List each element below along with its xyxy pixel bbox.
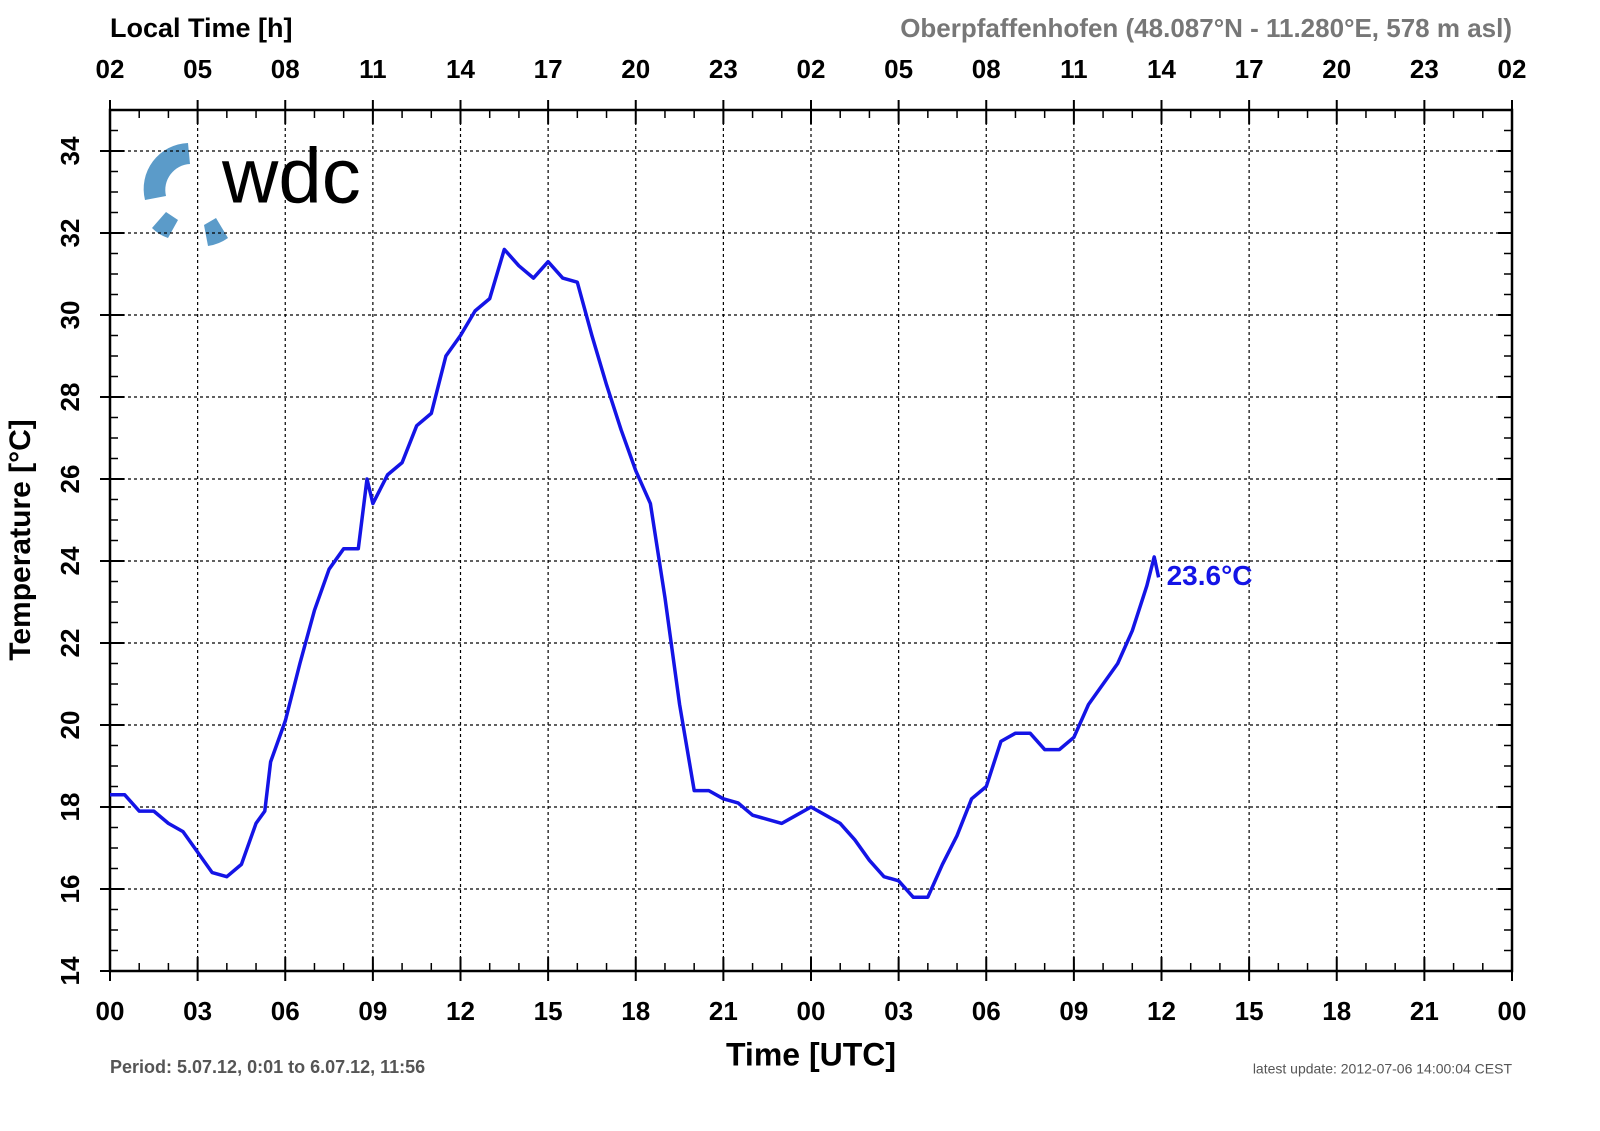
x-tick-label: 15 [534, 996, 563, 1026]
y-tick-label: 22 [55, 629, 85, 658]
x2-tick-label: 02 [1498, 54, 1527, 84]
y-tick-label: 18 [55, 793, 85, 822]
update-note: latest update: 2012-07-06 14:00:04 CEST [1253, 1061, 1513, 1077]
x2-tick-label: 14 [1147, 54, 1176, 84]
plot-frame [108, 108, 1514, 973]
y-tick-label: 26 [55, 465, 85, 494]
station-title: Oberpfaffenhofen (48.087°N - 11.280°E, 5… [900, 13, 1512, 43]
x2-tick-label: 02 [797, 54, 826, 84]
x-tick-label: 06 [271, 996, 300, 1026]
x-tick-label: 00 [797, 996, 826, 1026]
x-tick-label: 18 [1322, 996, 1351, 1026]
x2-tick-label: 20 [1322, 54, 1351, 84]
x2-tick-label: 11 [359, 54, 387, 84]
x-axis-title: Time [UTC] [726, 1036, 896, 1072]
x2-tick-label: 20 [621, 54, 650, 84]
x2-tick-label: 17 [1235, 54, 1264, 84]
top-axis-title: Local Time [h] [110, 13, 293, 43]
x-tick-label: 03 [183, 996, 212, 1026]
x2-tick-label: 17 [534, 54, 563, 84]
x-tick-label: 12 [1147, 996, 1176, 1026]
x-tick-label: 03 [884, 996, 913, 1026]
logo-text: wdc [221, 132, 361, 220]
period-note: Period: 5.07.12, 0:01 to 6.07.12, 11:56 [110, 1057, 425, 1077]
x2-tick-label: 05 [884, 54, 913, 84]
x-tick-label: 18 [621, 996, 650, 1026]
y-tick-label: 20 [55, 711, 85, 740]
y-tick-label: 14 [55, 956, 85, 985]
logo-arc [204, 218, 228, 246]
x-tick-label: 00 [1498, 996, 1527, 1026]
logo-arc [152, 212, 178, 238]
logo-arc [143, 143, 190, 200]
x2-tick-label: 11 [1060, 54, 1088, 84]
x-tick-label: 00 [96, 996, 125, 1026]
y-tick-label: 30 [55, 301, 85, 330]
x2-tick-label: 02 [96, 54, 125, 84]
x2-tick-label: 14 [446, 54, 475, 84]
y-tick-label: 28 [55, 383, 85, 412]
y-tick-label: 24 [55, 546, 85, 575]
x2-tick-label: 23 [709, 54, 738, 84]
x-tick-label: 15 [1235, 996, 1264, 1026]
x-tick-label: 21 [709, 996, 738, 1026]
y-tick-label: 34 [55, 136, 85, 165]
y-tick-label: 32 [55, 219, 85, 248]
x-tick-label: 12 [446, 996, 475, 1026]
logo: wdc [143, 132, 361, 246]
x-tick-label: 09 [358, 996, 387, 1026]
x2-tick-label: 23 [1410, 54, 1439, 84]
x2-tick-label: 08 [972, 54, 1001, 84]
last-value-label: 23.6°C [1167, 560, 1253, 591]
x-tick-label: 21 [1410, 996, 1439, 1026]
x2-tick-label: 05 [183, 54, 212, 84]
x-tick-label: 06 [972, 996, 1001, 1026]
y-tick-label: 16 [55, 875, 85, 904]
x-tick-label: 09 [1059, 996, 1088, 1026]
temperature-line [110, 247, 1161, 899]
y-axis-title: Temperature [°C] [4, 419, 37, 660]
x2-tick-label: 08 [271, 54, 300, 84]
